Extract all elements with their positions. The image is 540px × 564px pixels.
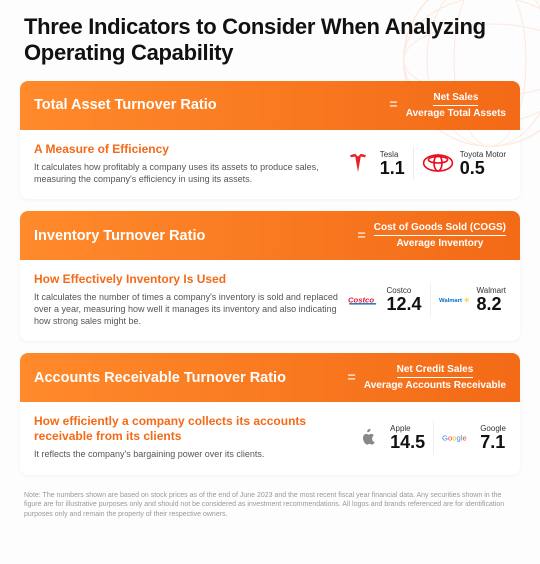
tesla-logo-icon: [342, 151, 374, 175]
card-description: It calculates the number of times a comp…: [34, 291, 338, 327]
metrics-group: Tesla1.1 Toyota Motor0.5: [342, 146, 506, 180]
svg-text:Google: Google: [442, 433, 467, 442]
card-title: Accounts Receivable Turnover Ratio: [34, 370, 286, 386]
card-subhead: How Effectively Inventory Is Used: [34, 272, 338, 287]
metric-value: 12.4: [386, 295, 421, 313]
walmart-logo-icon: Walmart: [439, 288, 471, 312]
equals-sign: =: [357, 228, 365, 244]
card-body: A Measure of Efficiency It calculates how…: [20, 130, 520, 199]
equals-sign: =: [347, 370, 355, 386]
metric-divider: [413, 146, 414, 180]
denominator: Average Inventory: [396, 236, 483, 250]
metrics-group: Apple14.5GoogleGoogle7.1: [352, 421, 506, 455]
card-description: It calculates how profitably a company u…: [34, 161, 332, 185]
fraction: Cost of Goods Sold (COGS)Average Invento…: [374, 221, 506, 250]
numerator: Net Sales: [433, 91, 478, 106]
metric-value: 1.1: [380, 159, 405, 177]
indicator-card: Total Asset Turnover Ratio = Net SalesAver…: [20, 81, 520, 199]
metric-value: 14.5: [390, 433, 425, 451]
svg-text:Walmart: Walmart: [439, 298, 462, 304]
toyota-logo-icon: [422, 151, 454, 175]
metrics-group: CostcoCostco12.4WalmartWalmart8.2: [348, 283, 506, 317]
equals-sign: =: [389, 97, 397, 113]
card-header: Accounts Receivable Turnover Ratio = Net C…: [20, 353, 520, 402]
card-subhead: How efficiently a company collects its a…: [34, 414, 342, 444]
fraction: Net SalesAverage Total Assets: [406, 91, 506, 120]
company-metric: CostcoCostco12.4: [348, 286, 421, 313]
company-metric: WalmartWalmart8.2: [439, 286, 506, 313]
formula: = Cost of Goods Sold (COGS)Average Invent…: [357, 221, 506, 250]
numerator: Cost of Goods Sold (COGS): [374, 221, 506, 236]
card-title: Total Asset Turnover Ratio: [34, 97, 217, 113]
costco-logo-icon: Costco: [348, 288, 380, 312]
card-subhead: A Measure of Efficiency: [34, 142, 332, 157]
numerator: Net Credit Sales: [397, 363, 474, 378]
denominator: Average Accounts Receivable: [364, 378, 506, 392]
company-metric: Toyota Motor0.5: [422, 150, 506, 177]
metric-divider: [430, 283, 431, 317]
card-body: How Effectively Inventory Is Used It calc…: [20, 260, 520, 341]
metric-divider: [433, 421, 434, 455]
fraction: Net Credit SalesAverage Accounts Receiva…: [364, 363, 506, 392]
card-header: Total Asset Turnover Ratio = Net SalesAver…: [20, 81, 520, 130]
footnote: Note: The numbers shown are based on sto…: [0, 487, 540, 529]
card-description: It reflects the company's bargaining pow…: [34, 448, 342, 460]
card-header: Inventory Turnover Ratio = Cost of Goods S…: [20, 211, 520, 260]
card-title: Inventory Turnover Ratio: [34, 228, 205, 244]
company-metric: Apple14.5: [352, 424, 425, 451]
denominator: Average Total Assets: [406, 106, 506, 120]
metric-value: 0.5: [460, 159, 506, 177]
formula: = Net SalesAverage Total Assets: [389, 91, 506, 120]
card-body: How efficiently a company collects its a…: [20, 402, 520, 474]
page-title: Three Indicators to Consider When Analyz…: [0, 0, 540, 81]
indicator-card: Inventory Turnover Ratio = Cost of Goods S…: [20, 211, 520, 341]
metric-value: 8.2: [477, 295, 506, 313]
google-logo-icon: Google: [442, 426, 474, 450]
company-metric: Tesla1.1: [342, 150, 405, 177]
formula: = Net Credit SalesAverage Accounts Receiv…: [347, 363, 506, 392]
apple-logo-icon: [352, 426, 384, 450]
indicator-card: Accounts Receivable Turnover Ratio = Net C…: [20, 353, 520, 474]
metric-value: 7.1: [480, 433, 506, 451]
company-metric: GoogleGoogle7.1: [442, 424, 506, 451]
